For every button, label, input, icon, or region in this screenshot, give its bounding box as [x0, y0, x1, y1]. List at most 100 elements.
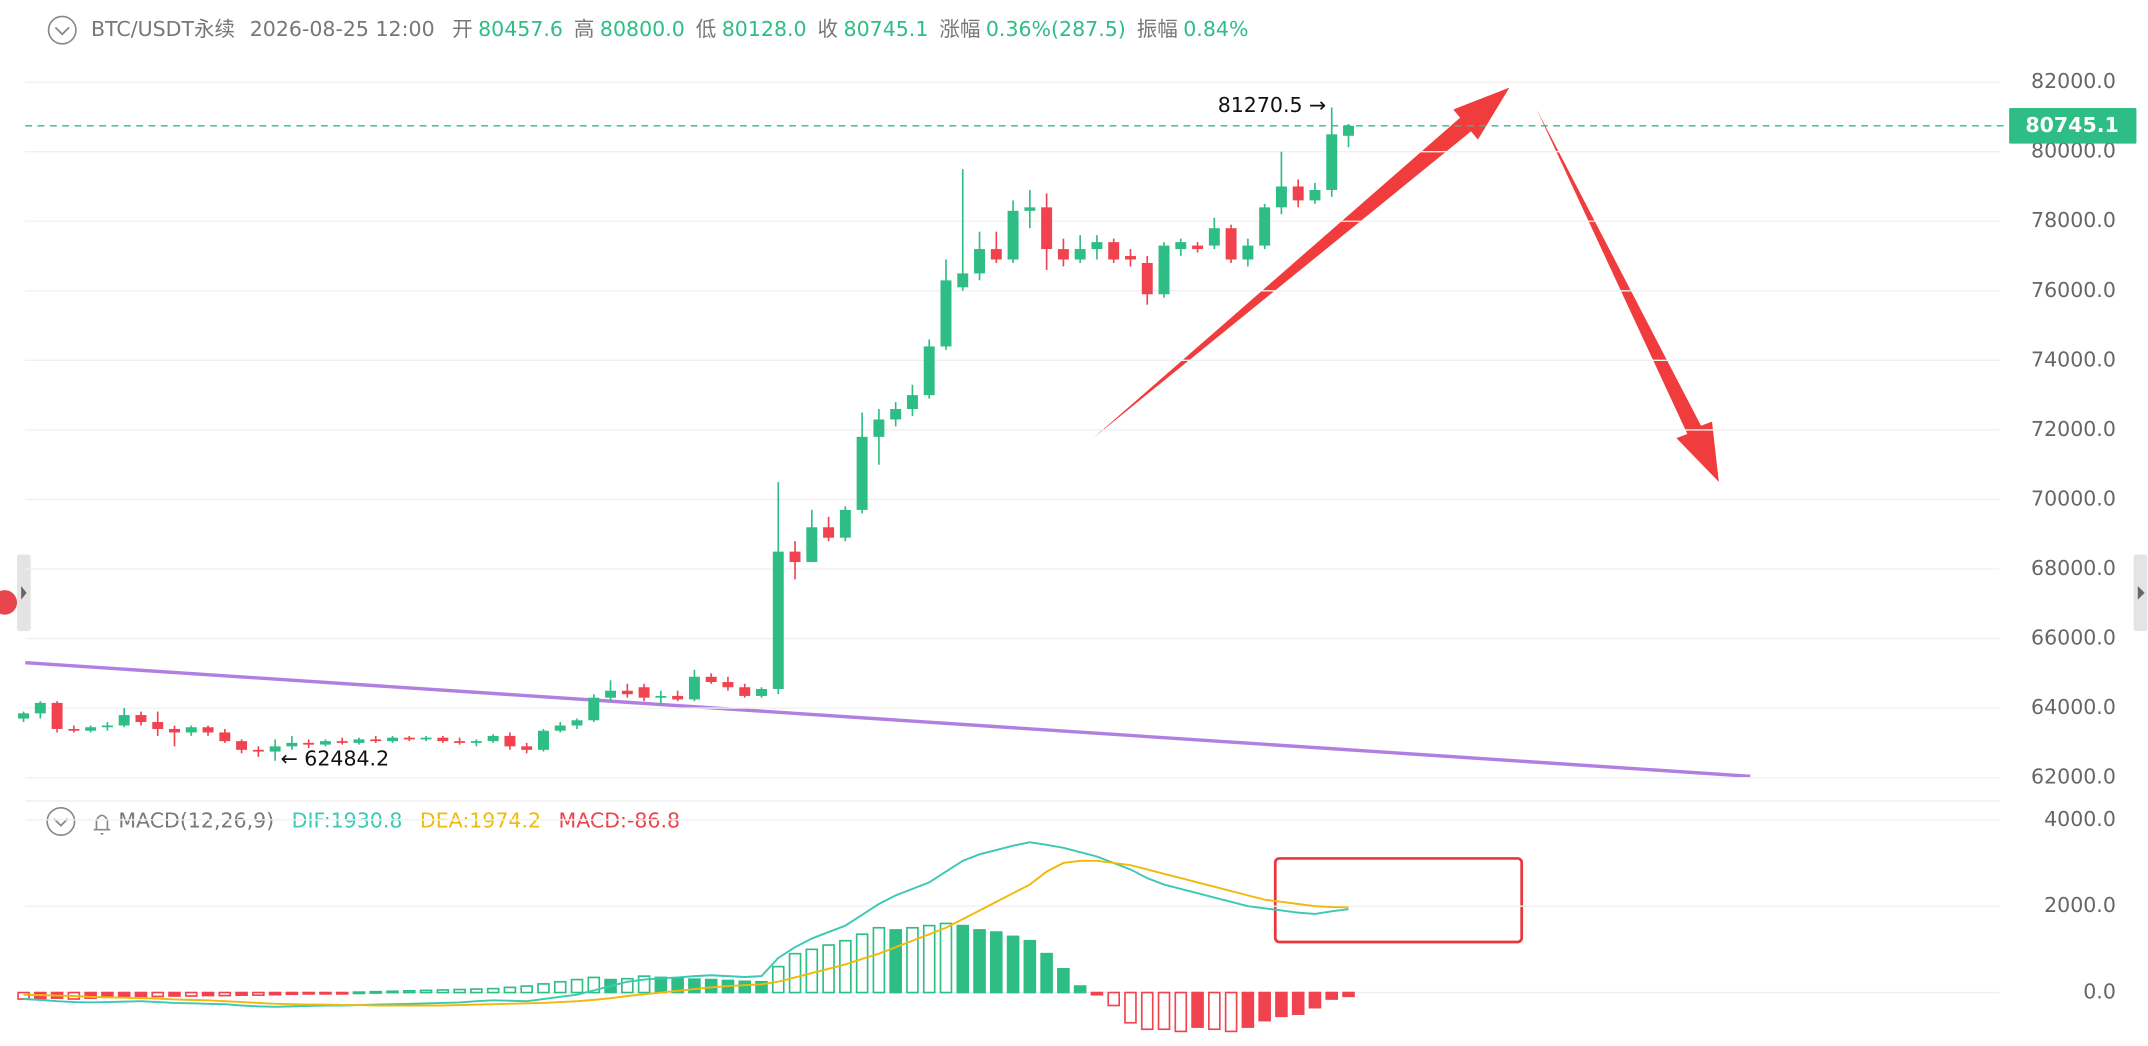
time: 2026-08-25 12:00 [250, 17, 435, 41]
field-label: 涨幅 [939, 17, 980, 41]
macd-bar [872, 926, 886, 994]
macd-bar [1090, 991, 1104, 996]
candle-body [1158, 245, 1170, 295]
plot-layer: 62000.0 64000.0 66000.0 68000.0 70000.0 72000… [17, 69, 2137, 1033]
macd-bar [151, 991, 165, 998]
badge [0, 590, 18, 615]
macd-bar [1140, 991, 1154, 1031]
macd-bar [369, 990, 383, 994]
candle-body [1024, 207, 1036, 211]
dea-line [23, 859, 1349, 1007]
macd-bar [302, 991, 315, 995]
macd-bar [621, 977, 634, 994]
macd-bar [1157, 991, 1171, 1031]
candle-body [236, 741, 248, 750]
candle-body [252, 749, 264, 752]
macd-bar [688, 978, 701, 994]
field-value: 0.36%(287.5) [986, 17, 1126, 41]
last-price-label: 80745.1 [2025, 113, 2118, 137]
candle-body [672, 695, 684, 700]
candle-body [990, 249, 1002, 260]
macd-bar [1023, 939, 1037, 994]
candle-body [1124, 256, 1136, 260]
candle-body [118, 715, 130, 726]
ohlc-header: BTC/USDT永续 2026-08-25 12:00 开 80457.6 高 808… [91, 17, 1248, 41]
y-tick-label: 74000.0 [2031, 347, 2116, 371]
collapse-toggle[interactable] [47, 15, 77, 45]
macd-bar [168, 991, 181, 997]
collapse-toggle[interactable] [46, 806, 76, 836]
macd-bar [470, 988, 483, 994]
macd-bar [1107, 991, 1121, 1007]
tab-arrow [21, 585, 27, 600]
macd-bar [553, 980, 567, 994]
candle-body [722, 682, 734, 688]
macd-bar [503, 986, 517, 994]
macd-bar [570, 978, 584, 994]
macd-bar [184, 991, 198, 997]
field-value: 0.84% [1183, 17, 1248, 41]
macd-bar [1291, 991, 1305, 1015]
macd-bar [637, 975, 651, 994]
dif-line [23, 841, 1349, 1008]
field-label: 低 [696, 17, 717, 41]
macd-bar [402, 989, 416, 994]
macd-bar [1040, 952, 1053, 994]
macd-bar [520, 985, 533, 994]
candle-body [1208, 228, 1220, 246]
candle-body [906, 395, 918, 410]
field-label: 收 [818, 17, 839, 41]
macd-bar [218, 991, 232, 997]
candle-body [705, 676, 717, 683]
candle-body [1225, 228, 1237, 260]
macd-bar [453, 988, 466, 994]
candle-body [152, 722, 164, 729]
candle-body [940, 280, 952, 347]
y-tick-label: 82000.0 [2031, 69, 2116, 93]
macd-bar [990, 931, 1003, 994]
macd-bar [855, 933, 869, 994]
macd-bar [419, 989, 433, 994]
macd-bar [352, 991, 366, 995]
macd-bar [587, 976, 601, 994]
candle-body [521, 746, 533, 750]
candle-body [34, 702, 46, 714]
candle-body [890, 409, 902, 420]
field-value: 80800.0 [600, 17, 685, 41]
candle-body [1326, 134, 1338, 190]
candle-body [1074, 249, 1086, 260]
macd-bar [1124, 991, 1137, 1024]
macd-bar [1308, 991, 1322, 1009]
candle-body [1108, 242, 1120, 260]
macd-bar [805, 948, 819, 994]
candle-body [554, 725, 566, 731]
candle-body [1091, 242, 1103, 250]
candle-body [806, 527, 818, 563]
candle-body [739, 687, 751, 696]
candle-body [387, 737, 399, 742]
trend-line [25, 660, 1751, 778]
candle-body [1057, 249, 1069, 260]
candle-body [957, 273, 969, 288]
candle-body [219, 732, 231, 742]
down-arrow [1536, 109, 1719, 482]
candle-body [420, 737, 432, 740]
macd-bar [788, 952, 802, 994]
candle-body [303, 742, 315, 745]
candle-body [454, 741, 466, 743]
macd-bar [1006, 935, 1020, 994]
macd-bar [973, 929, 986, 994]
macd-bar [235, 991, 248, 996]
symbol: BTC/USDT永续 [91, 17, 235, 41]
y-tick-label: 68000.0 [2031, 556, 2116, 580]
candle-body [169, 728, 180, 733]
chevron-icon [53, 818, 69, 827]
macd-bar [1057, 967, 1070, 994]
field-label: 开 [452, 17, 473, 41]
candle-body [353, 739, 365, 743]
candle-body [1242, 245, 1254, 260]
field-label: 振幅 [1137, 17, 1178, 41]
candle-body [370, 739, 382, 742]
y-tick-label: 4000.0 [2044, 807, 2116, 831]
